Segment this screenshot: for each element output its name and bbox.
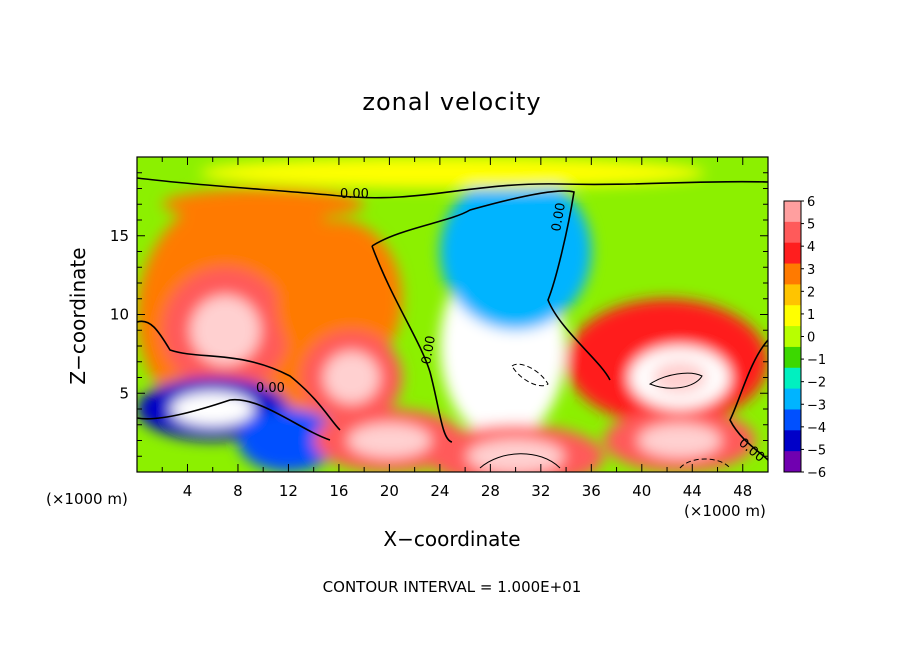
x-tick-label: 32 bbox=[531, 482, 550, 500]
contour-center-right bbox=[371, 245, 453, 443]
contour-interior-3 bbox=[479, 453, 561, 469]
x-unit-label-right: (×1000 m) bbox=[684, 502, 766, 520]
x-tick-label: 24 bbox=[430, 482, 449, 500]
colorbar-tick-label: −1 bbox=[807, 353, 826, 368]
colorbar-tick-label: 1 bbox=[807, 308, 815, 323]
field-blob-5 bbox=[439, 172, 592, 331]
colorbar-tick-label: 3 bbox=[807, 263, 815, 278]
x-tick-label: 44 bbox=[683, 482, 702, 500]
x-tick-label: 40 bbox=[632, 482, 651, 500]
contour-left bbox=[137, 320, 341, 431]
colorbar-tick-label: 2 bbox=[807, 285, 815, 300]
contour-top bbox=[137, 177, 768, 199]
x-tick-label: 20 bbox=[380, 482, 399, 500]
x-tick-label: 48 bbox=[733, 482, 752, 500]
colorbar-swatch bbox=[784, 263, 801, 285]
contour-label-0: 0.00 bbox=[340, 187, 369, 202]
contour-interior-4 bbox=[679, 458, 731, 469]
colorbar-swatch bbox=[784, 201, 801, 223]
y-tick-label: 5 bbox=[119, 384, 129, 402]
contour-center-left bbox=[371, 190, 611, 381]
y-tick-label: 15 bbox=[110, 227, 129, 245]
colorbar: 6 5 4 3 2 1 0 −1 −2 −3 −4 −5 −6 bbox=[783, 195, 826, 481]
colorbar-swatch bbox=[784, 284, 801, 306]
x-tick-label: 12 bbox=[279, 482, 298, 500]
colorbar-tick-label: −4 bbox=[807, 421, 826, 436]
contour-low bbox=[137, 399, 331, 441]
field-core-1 bbox=[190, 295, 261, 365]
x-axis-label: X−coordinate bbox=[383, 527, 521, 551]
velocity-field: 0.000.000.000.000.00 bbox=[137, 157, 768, 472]
field-core-8 bbox=[171, 391, 255, 427]
contour-label-3: 0.00 bbox=[256, 381, 285, 396]
x-tick-label: 36 bbox=[582, 482, 601, 500]
y-axis: 5 10 15 bbox=[110, 172, 768, 457]
colorbar-swatch bbox=[784, 221, 801, 244]
x-tick-label: 28 bbox=[481, 482, 500, 500]
colorbar-swatch bbox=[784, 367, 801, 390]
colorbar-tick-label: 4 bbox=[807, 240, 815, 255]
colorbar-tick-label: 5 bbox=[807, 218, 815, 233]
colorbar-tick-label: −2 bbox=[807, 376, 826, 391]
colorbar-tick-label: −5 bbox=[807, 443, 826, 458]
colorbar-swatch bbox=[784, 346, 801, 369]
x-tick-label: 16 bbox=[329, 482, 348, 500]
chart-title: zonal velocity bbox=[362, 88, 542, 116]
colorbar-swatch bbox=[784, 430, 801, 452]
field-core-11 bbox=[467, 438, 565, 472]
y-tick-label: 10 bbox=[110, 306, 129, 324]
colorbar-tick-label: −3 bbox=[807, 398, 826, 413]
field-core-3 bbox=[323, 351, 380, 404]
colorbar-tick-label: 0 bbox=[807, 331, 815, 346]
colorbar-swatch bbox=[784, 388, 801, 410]
zero-contours bbox=[137, 177, 768, 469]
colorbar-swatch bbox=[784, 451, 801, 473]
y-axis-label: Z−coordinate bbox=[66, 247, 90, 385]
field-core-7 bbox=[651, 360, 708, 395]
colorbar-swatch bbox=[784, 242, 801, 265]
field-blob-9 bbox=[237, 409, 339, 472]
x-tick-label: 8 bbox=[233, 482, 243, 500]
field-core-10 bbox=[347, 423, 432, 458]
colorbar-swatch bbox=[784, 326, 801, 348]
contour-label-2: 0.00 bbox=[419, 335, 439, 366]
contour-interval-note: CONTOUR INTERVAL = 1.000E+01 bbox=[322, 578, 582, 596]
contour-interior-1 bbox=[511, 363, 549, 387]
field-core-12 bbox=[638, 423, 722, 458]
contour-interior-2 bbox=[648, 372, 703, 389]
colorbar-swatch bbox=[784, 305, 801, 327]
colorbar-tick-label: 6 bbox=[807, 195, 815, 210]
x-axis: 4 8 12 16 20 24 28 32 36 40 44 48 bbox=[161, 157, 752, 500]
x-unit-label-left: (×1000 m) bbox=[46, 490, 128, 508]
field-blob-14 bbox=[200, 157, 705, 189]
contour-right bbox=[729, 339, 768, 461]
field-blob-13 bbox=[162, 188, 365, 220]
contour-label-1: 0.00 bbox=[549, 202, 569, 233]
colorbar-tick-label: −6 bbox=[807, 466, 826, 481]
x-tick-label: 4 bbox=[183, 482, 193, 500]
colorbar-swatch bbox=[784, 409, 801, 431]
